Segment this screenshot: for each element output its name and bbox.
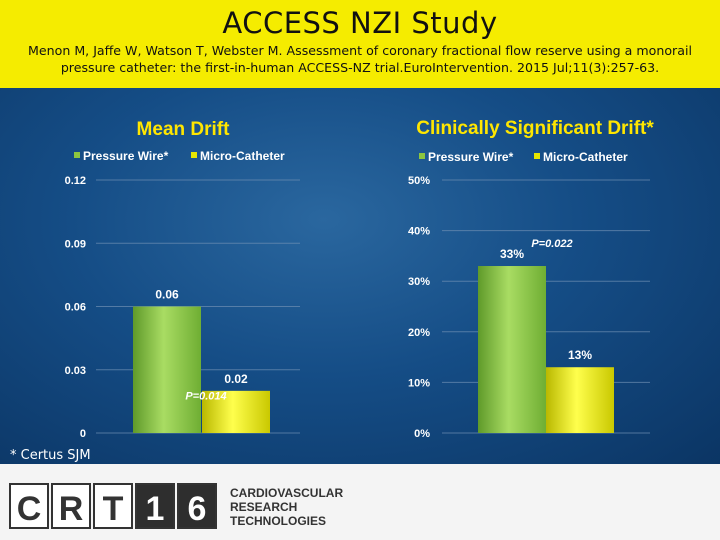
logo-letter-r: R	[59, 490, 84, 528]
logo-box-3	[93, 483, 133, 529]
chart-2-data-label-pressure-wire: 33%	[500, 247, 524, 261]
chart-1-plot: 0.12 0.09 0.06 0.03 0 0.06 0.02 P=0.014	[65, 175, 300, 440]
chart-1-legend-pressure-wire: Pressure Wire*	[83, 149, 169, 163]
chart-1-bar-pressure-wire	[133, 306, 201, 433]
chart-1-p-value: P=0.014	[185, 390, 226, 402]
citation-line-2: pressure catheter: the first-in-human AC…	[60, 60, 660, 75]
chart-2-legend-swatch-pressure-wire	[419, 153, 425, 159]
chart-2-y-tick-label: 40%	[408, 226, 430, 238]
chart-1-y-tick-label: 0.03	[65, 365, 86, 377]
chart-2-p-value: P=0.022	[531, 238, 572, 250]
citation-line-1: Menon M, Jaffe W, Watson T, Webster M. A…	[28, 43, 692, 58]
logo-letter-c: C	[17, 490, 42, 528]
logo-letter-t: T	[103, 490, 124, 528]
logo-digit-1: 1	[146, 490, 165, 528]
chart-2-title: Clinically Significant Drift*	[416, 118, 654, 139]
logo-text-line-1: CARDIOVASCULAR	[230, 486, 343, 500]
logo-box-2	[51, 483, 91, 529]
chart-1-legend-micro-catheter: Micro-Catheter	[200, 149, 285, 163]
chart-2-bar-micro-catheter	[546, 367, 614, 433]
slide-header: ACCESS NZI Study Menon M, Jaffe W, Watso…	[0, 0, 720, 88]
logo-text-line-2: RESEARCH	[230, 500, 297, 514]
chart-2-y-tick-label: 20%	[408, 327, 430, 339]
chart-2-bar-pressure-wire	[478, 266, 546, 433]
chart-2-y-tick-label: 10%	[408, 377, 430, 389]
logo-box-4	[135, 483, 175, 529]
chart-1-y-tick-label: 0.06	[65, 302, 86, 314]
footnote: * Certus SJM	[10, 448, 91, 463]
logo-digit-6: 6	[188, 490, 207, 528]
chart-1-legend-swatch-pressure-wire	[74, 152, 80, 158]
chart-2-y-tick-label: 50%	[408, 175, 430, 187]
logo-box-5	[177, 483, 217, 529]
citation: Menon M, Jaffe W, Watson T, Webster M. A…	[6, 42, 714, 76]
crt16-logo: C R T 1 6 CARDIOVASCULAR RESEARCH TECHNO…	[9, 483, 343, 529]
slide-title: ACCESS NZI Study	[222, 6, 498, 40]
chart-1-y-tick-label: 0.09	[65, 238, 86, 250]
chart-2-legend-swatch-micro-catheter	[534, 153, 540, 159]
chart-2-y-tick-label: 30%	[408, 276, 430, 288]
chart-1-y-tick-label: 0	[80, 428, 86, 440]
chart-1-data-label-micro-catheter: 0.02	[224, 372, 248, 386]
chart-1-y-tick-label: 0.12	[65, 175, 86, 187]
chart-2-y-tick-label: 0%	[414, 428, 430, 440]
chart-2-legend-pressure-wire: Pressure Wire*	[428, 150, 514, 164]
chart-1-data-label-pressure-wire: 0.06	[155, 288, 179, 302]
chart-2-plot: 50% 40% 30% 20% 10% 0% 33% 13% P=0.022	[408, 175, 650, 440]
chart-1-legend-swatch-micro-catheter	[191, 152, 197, 158]
logo-box-1	[9, 483, 49, 529]
chart-2-legend-micro-catheter: Micro-Catheter	[543, 150, 628, 164]
chart-1-title: Mean Drift	[137, 119, 231, 140]
logo-text-line-3: TECHNOLOGIES	[230, 514, 326, 528]
chart-2-data-label-micro-catheter: 13%	[568, 348, 592, 362]
chart-1-bar-micro-catheter	[202, 390, 270, 433]
